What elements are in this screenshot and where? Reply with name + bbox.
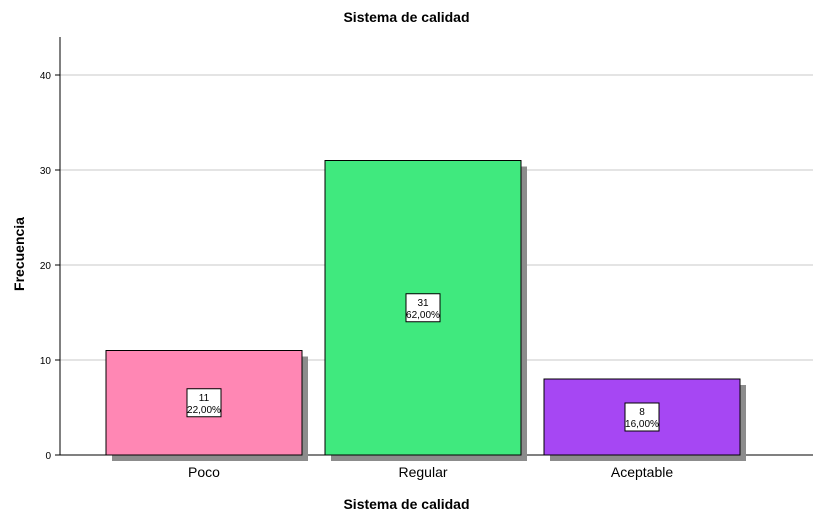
y-tick-label: 30	[40, 166, 52, 177]
y-tick-label: 10	[40, 356, 52, 367]
x-tick-label: Poco	[188, 464, 220, 480]
x-axis-title: Sistema de calidad	[343, 496, 470, 512]
data-label-box	[624, 402, 660, 432]
data-label-percent: 62,00%	[406, 310, 440, 321]
data-label-percent: 22,00%	[187, 405, 221, 416]
data-label-count: 8	[639, 407, 645, 418]
x-tick-label: Regular	[398, 464, 447, 480]
data-label-box	[405, 293, 441, 323]
y-tick-label: 20	[40, 261, 52, 272]
data-label-count: 11	[199, 393, 210, 404]
y-tick-label: 40	[40, 71, 52, 82]
x-tick-label: Aceptable	[611, 464, 673, 480]
data-label-percent: 16,00%	[625, 419, 659, 430]
y-tick-label: 0	[45, 451, 51, 462]
chart-title: Sistema de calidad	[343, 9, 470, 25]
data-label-count: 31	[417, 298, 429, 309]
data-label-box	[186, 388, 222, 418]
